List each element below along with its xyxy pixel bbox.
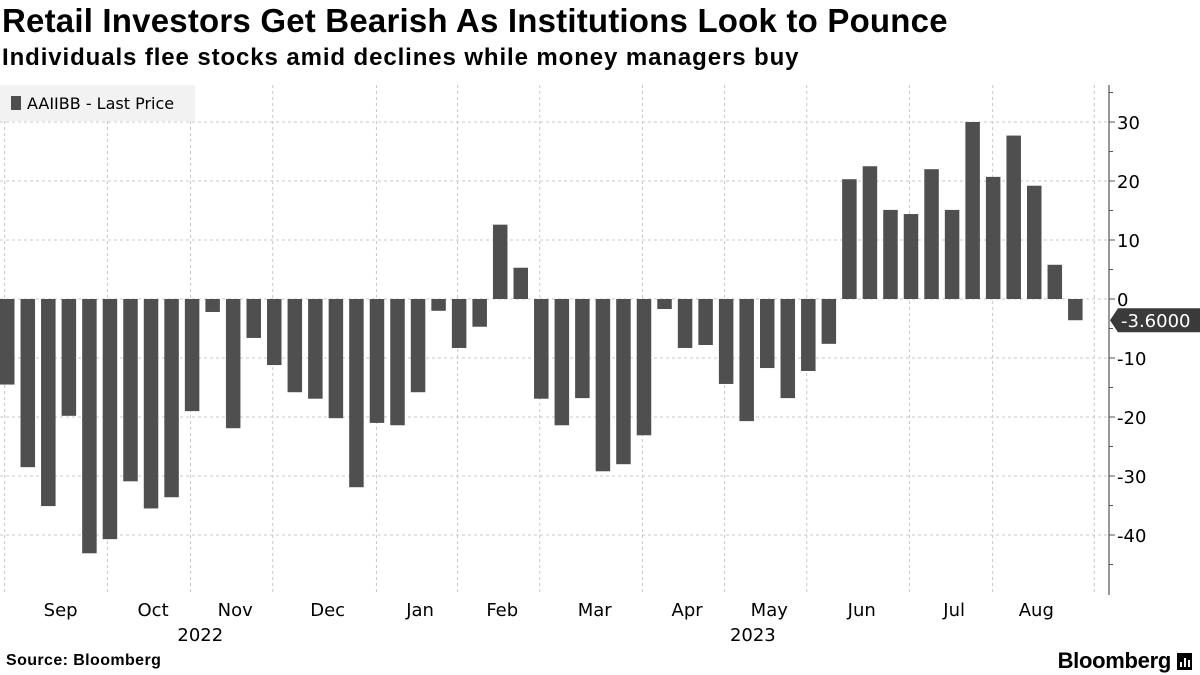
bar: [431, 299, 446, 311]
bar: [164, 299, 179, 498]
legend-swatch: [11, 96, 21, 110]
x-month-label: Oct: [138, 600, 169, 621]
bar: [267, 299, 282, 366]
y-tick-label: 30: [1117, 113, 1140, 134]
bar: [965, 122, 980, 299]
chart-title: Retail Investors Get Bearish As Institut…: [2, 2, 948, 39]
x-month-label: Nov: [218, 600, 253, 621]
bar: [369, 299, 385, 423]
bar: [985, 176, 1001, 299]
bar: [308, 299, 323, 399]
source-note: Source: Bloomberg: [6, 652, 162, 669]
bar: [390, 299, 405, 426]
bar: [636, 299, 652, 436]
bar: [862, 166, 878, 299]
bloomberg-logo: Bloomberg: [1058, 648, 1192, 674]
bar: [123, 299, 138, 482]
bar: [821, 299, 837, 344]
y-tick-label: -10: [1117, 349, 1146, 370]
bar: [349, 299, 364, 488]
y-tick-label: -40: [1117, 526, 1146, 547]
x-month-label: Feb: [486, 600, 518, 621]
last-value-tag: [1110, 308, 1200, 333]
bar: [143, 299, 159, 509]
bar: [287, 299, 303, 393]
bar: [780, 299, 796, 399]
logo-text: Bloomberg: [1057, 648, 1172, 673]
bloomberg-chart-icon: [1177, 652, 1192, 670]
bar: [657, 299, 672, 310]
bar: [1006, 135, 1021, 299]
y-tick-label: 10: [1117, 231, 1140, 252]
bar: [595, 299, 611, 472]
bar: [20, 299, 36, 468]
bar: [554, 299, 570, 426]
bar: [410, 299, 426, 393]
x-year-label: 2023: [730, 625, 776, 646]
bar: [801, 299, 816, 371]
x-month-label: Apr: [672, 600, 704, 621]
bar: [924, 169, 939, 299]
bar: [472, 299, 487, 327]
bar: [1068, 299, 1083, 321]
x-month-label: May: [751, 600, 789, 621]
bar: [759, 299, 775, 369]
bar: [842, 179, 857, 299]
x-month-label: Dec: [310, 600, 345, 621]
x-month-label: Mar: [578, 600, 613, 621]
bar: [102, 299, 118, 540]
bar: [225, 299, 241, 429]
bar: [883, 209, 898, 299]
bar: [944, 209, 960, 299]
x-month-label: Aug: [1019, 600, 1054, 621]
bar: [82, 299, 97, 554]
last-value-label: -3.6000: [1121, 311, 1190, 332]
bar: [492, 224, 508, 299]
y-tick-label: 0: [1117, 290, 1128, 311]
bar: [451, 299, 467, 348]
x-year-label: 2022: [177, 625, 223, 646]
bar: [328, 299, 344, 419]
y-tick-label: 20: [1117, 172, 1140, 193]
bar: [513, 267, 528, 299]
bar: [61, 299, 77, 416]
x-month-label: Jun: [847, 600, 876, 621]
y-tick-label: -30: [1117, 467, 1146, 488]
x-month-label: Jan: [405, 600, 434, 621]
bar: [534, 299, 549, 399]
bar: [246, 299, 261, 338]
bar: [0, 299, 15, 385]
bar: [677, 299, 693, 348]
bar: [575, 299, 590, 399]
y-tick-label: -20: [1117, 408, 1146, 429]
x-month-label: Jul: [942, 600, 965, 621]
x-month-label: Sep: [44, 600, 78, 621]
bar: [903, 214, 919, 299]
bar: [205, 299, 220, 312]
bar: [698, 299, 713, 346]
bar: [616, 299, 631, 465]
bar: [739, 299, 754, 422]
legend: AAIIBB - Last Price: [0, 85, 195, 121]
bar: [184, 299, 200, 412]
legend-label: AAIIBB - Last Price: [27, 93, 175, 113]
chart-subtitle: Individuals flee stocks amid declines wh…: [2, 44, 800, 71]
bar: [1027, 185, 1042, 299]
bar: [718, 299, 734, 384]
bar: [1047, 264, 1063, 299]
bar: [41, 299, 56, 507]
